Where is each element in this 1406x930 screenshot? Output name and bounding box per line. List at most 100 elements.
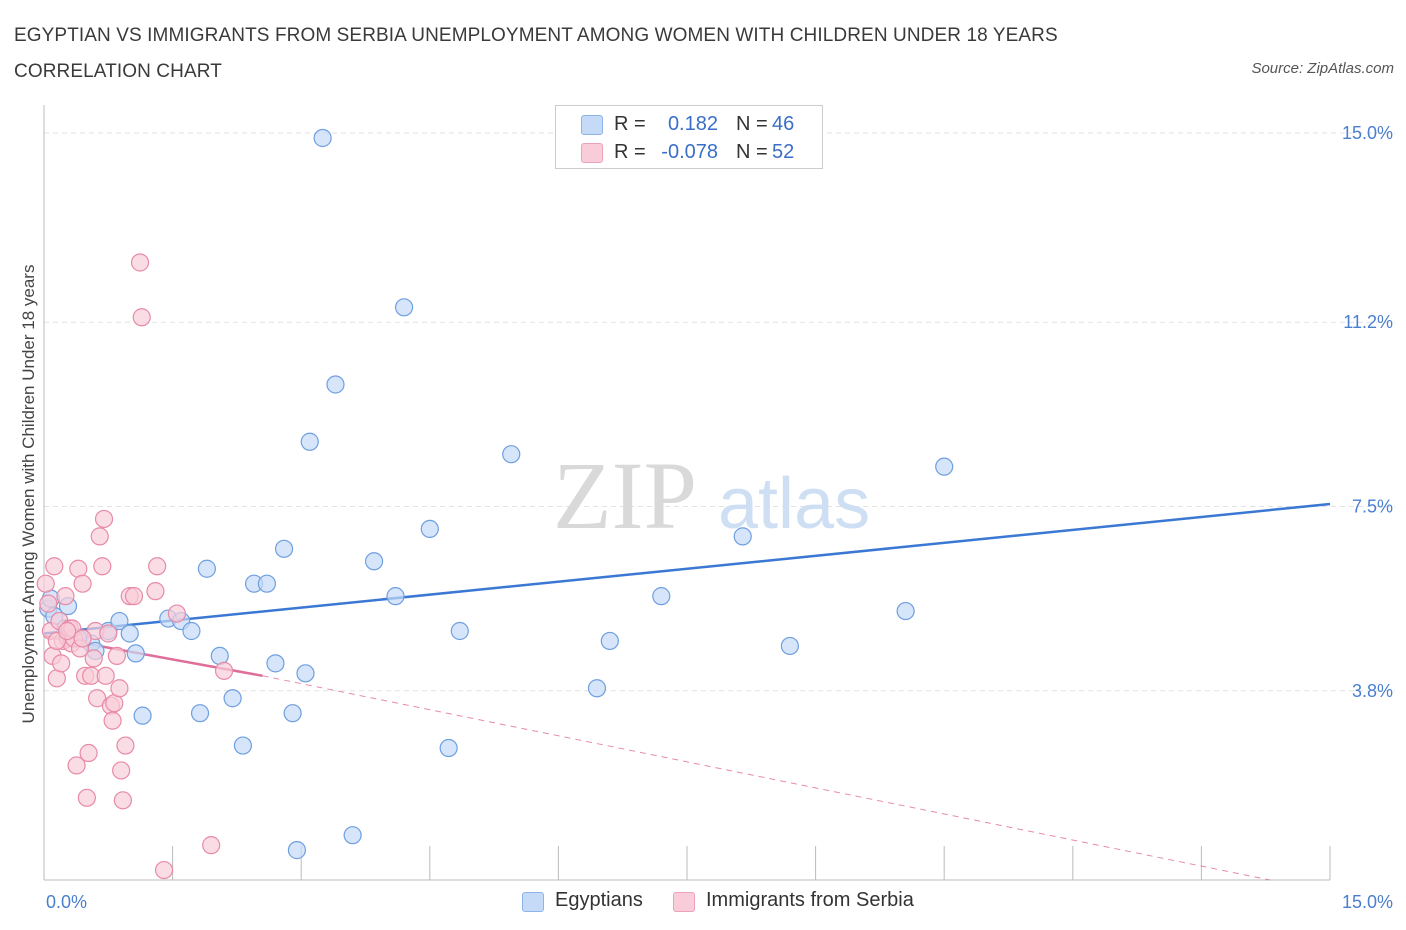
legend-r-label: R = xyxy=(614,141,646,163)
point-egyptians xyxy=(733,527,752,546)
trend-line-extension xyxy=(262,675,1271,881)
point-egyptians xyxy=(935,457,954,476)
point-serbia xyxy=(45,557,64,576)
point-serbia xyxy=(113,791,132,810)
x-tick-label: 0.0% xyxy=(46,892,87,912)
point-serbia xyxy=(99,624,118,643)
point-serbia xyxy=(116,736,135,755)
legend-n-label: N = xyxy=(736,113,768,135)
point-egyptians xyxy=(300,432,319,451)
series-swatch-egyptians xyxy=(522,892,544,912)
series-swatch-serbia xyxy=(673,892,695,912)
point-egyptians xyxy=(182,621,201,641)
point-egyptians xyxy=(120,624,139,643)
point-egyptians xyxy=(343,826,362,845)
point-serbia xyxy=(146,582,165,601)
point-serbia xyxy=(73,574,92,593)
point-egyptians xyxy=(274,539,294,558)
y-tick-label: 11.2% xyxy=(1343,312,1393,332)
point-egyptians xyxy=(283,704,302,723)
point-serbia xyxy=(93,557,112,576)
point-serbia xyxy=(67,756,86,775)
point-egyptians xyxy=(450,621,469,641)
point-egyptians xyxy=(266,654,285,673)
point-egyptians xyxy=(233,736,253,755)
legend-swatch-serbia xyxy=(581,143,603,163)
point-egyptians xyxy=(287,841,307,860)
point-egyptians xyxy=(197,559,216,578)
point-serbia xyxy=(94,509,114,529)
point-egyptians xyxy=(313,128,332,148)
point-egyptians xyxy=(210,646,229,666)
point-egyptians xyxy=(223,689,242,708)
point-egyptians xyxy=(600,631,619,651)
legend-r-value: 0.182 xyxy=(667,113,718,135)
point-serbia xyxy=(110,679,129,698)
point-serbia xyxy=(79,743,98,763)
point-serbia xyxy=(52,654,71,673)
point-egyptians xyxy=(257,574,277,593)
point-serbia xyxy=(84,649,103,668)
point-egyptians xyxy=(126,644,145,663)
point-serbia xyxy=(96,666,115,685)
point-egyptians xyxy=(394,298,414,317)
point-egyptians xyxy=(296,664,315,683)
point-serbia xyxy=(124,587,144,606)
y-tick-label: 7.5% xyxy=(1352,497,1393,517)
legend-swatch-egyptians xyxy=(581,115,603,135)
point-egyptians xyxy=(133,706,152,725)
point-egyptians xyxy=(652,587,671,606)
point-serbia xyxy=(214,661,234,680)
y-tick-label: 15.0% xyxy=(1342,123,1393,143)
legend-row-egyptians: R = 0.182 N = 46 xyxy=(556,110,822,138)
correlation-legend: R = 0.182 N = 46 R = -0.078 N = 52 xyxy=(555,105,823,169)
point-serbia xyxy=(56,587,75,606)
point-serbia xyxy=(167,604,186,623)
point-egyptians xyxy=(420,519,439,539)
point-serbia xyxy=(58,621,77,641)
tick-labels: 3.8% 7.5% 11.2% 15.0% 0.0% 15.0% xyxy=(46,123,1393,912)
chart-title: EGYPTIAN VS IMMIGRANTS FROM SERBIA UNEMP… xyxy=(14,25,1058,82)
series-label-serbia: Immigrants from Serbia xyxy=(706,889,914,911)
point-serbia xyxy=(73,629,92,648)
point-egyptians xyxy=(896,601,915,621)
point-serbia xyxy=(69,559,88,578)
gridlines xyxy=(44,132,1395,692)
legend-r-label: R = xyxy=(614,113,646,135)
series-label-egyptians: Egyptians xyxy=(555,889,643,911)
legend-n-value: 52 xyxy=(772,141,795,163)
x-tick-label: 15.0% xyxy=(1342,892,1393,912)
y-tick-label: 3.8% xyxy=(1352,681,1393,701)
point-egyptians xyxy=(326,375,345,394)
legend-n-value: 46 xyxy=(772,113,795,135)
point-serbia xyxy=(154,860,174,880)
legend-r-value: -0.078 xyxy=(661,141,718,163)
point-serbia xyxy=(103,711,122,730)
point-serbia xyxy=(90,527,109,546)
point-egyptians xyxy=(190,704,210,723)
watermark-zip: ZIP xyxy=(553,442,697,549)
point-egyptians xyxy=(502,445,521,464)
point-serbia xyxy=(88,689,107,708)
point-egyptians xyxy=(364,552,384,571)
point-serbia xyxy=(47,669,66,688)
data-points xyxy=(36,128,954,880)
point-serbia xyxy=(77,788,96,807)
point-serbia xyxy=(107,646,126,666)
point-serbia xyxy=(39,594,58,613)
point-egyptians xyxy=(110,611,129,631)
legend-row-serbia: R = -0.078 N = 52 xyxy=(556,138,822,166)
point-serbia xyxy=(36,574,55,593)
watermark: ZIP atlas xyxy=(553,442,870,549)
axes xyxy=(43,105,1331,881)
point-serbia xyxy=(130,253,150,272)
legend-n-label: N = xyxy=(736,141,768,163)
point-egyptians xyxy=(439,738,458,758)
point-egyptians xyxy=(780,636,799,656)
y-axis-label: Unemployment Among Women with Children U… xyxy=(19,265,38,724)
point-serbia xyxy=(148,557,167,576)
trend-line-egyptians xyxy=(43,502,1331,635)
point-egyptians xyxy=(386,587,405,606)
point-serbia xyxy=(202,836,221,855)
